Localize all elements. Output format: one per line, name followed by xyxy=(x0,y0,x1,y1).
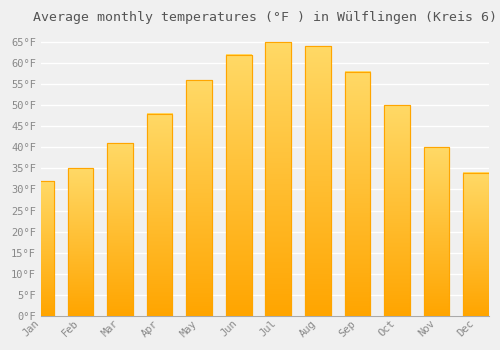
Bar xyxy=(186,80,212,316)
Bar xyxy=(68,168,94,316)
Bar xyxy=(424,147,450,316)
Bar xyxy=(384,105,410,316)
Bar xyxy=(107,143,133,316)
Title: Average monthly temperatures (°F ) in Wülflingen (Kreis 6): Average monthly temperatures (°F ) in Wü… xyxy=(33,11,497,24)
Bar xyxy=(226,55,252,316)
Bar xyxy=(305,46,330,316)
Bar xyxy=(344,71,370,316)
Bar xyxy=(68,168,94,316)
Bar xyxy=(147,114,172,316)
Bar xyxy=(463,173,489,316)
Bar xyxy=(147,114,172,316)
Bar xyxy=(266,42,291,316)
Bar xyxy=(384,105,410,316)
Bar xyxy=(463,173,489,316)
Bar xyxy=(28,181,54,316)
Bar xyxy=(107,143,133,316)
Bar xyxy=(344,71,370,316)
Bar xyxy=(226,55,252,316)
Bar xyxy=(424,147,450,316)
Bar xyxy=(266,42,291,316)
Bar xyxy=(305,46,330,316)
Bar xyxy=(186,80,212,316)
Bar xyxy=(28,181,54,316)
